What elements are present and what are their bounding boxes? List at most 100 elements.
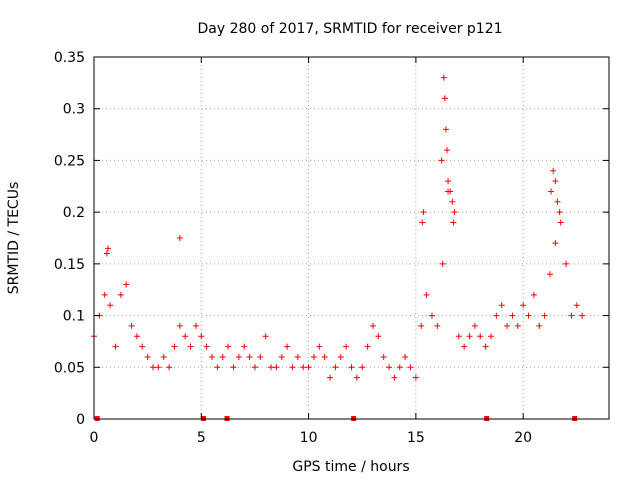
- data-point: [171, 343, 178, 350]
- data-point: [471, 322, 478, 329]
- data-point: [321, 353, 328, 360]
- data-point: [439, 260, 446, 267]
- data-point: [176, 235, 183, 241]
- data-point: [235, 353, 242, 360]
- data-point: [246, 353, 253, 360]
- data-point: [316, 343, 323, 350]
- data-point: [541, 312, 548, 319]
- data-point: [128, 322, 135, 329]
- data-point: [160, 353, 167, 360]
- data-point: [447, 188, 454, 195]
- data-point: [428, 312, 435, 319]
- data-point: [300, 364, 307, 371]
- data-point: [139, 343, 146, 350]
- chart-title: Day 280 of 2017, SRMTID for receiver p12…: [197, 21, 502, 37]
- data-point: [203, 343, 210, 350]
- data-point: [343, 343, 350, 350]
- data-point: [445, 178, 452, 185]
- data-point: [273, 364, 280, 371]
- data-point: [104, 245, 111, 252]
- data-point: [568, 312, 575, 319]
- data-point: [455, 333, 462, 340]
- data-point: [418, 322, 425, 329]
- data-point: [419, 219, 426, 226]
- data-point: [443, 147, 450, 154]
- data-point: [442, 126, 449, 133]
- data-point: [396, 364, 403, 371]
- data-point: [548, 188, 555, 195]
- data-point: [420, 209, 427, 216]
- data-point: [230, 364, 237, 371]
- axis-ticks: 0 0.05 0.1 0.15 0.2 0.25 0.3 0.35 0 5 10 15 20: [54, 50, 609, 446]
- data-point: [536, 322, 543, 329]
- data-point: [498, 302, 505, 309]
- data-point: [176, 322, 183, 329]
- data-point: [438, 157, 445, 164]
- data-point: [305, 364, 312, 371]
- data-point: [241, 343, 248, 350]
- data-point: [530, 291, 537, 298]
- data-point: [509, 312, 516, 319]
- data-point: [144, 353, 151, 360]
- data-point: [402, 353, 409, 360]
- data-point: [155, 364, 162, 371]
- data-point: [332, 364, 339, 371]
- data-point: [107, 302, 114, 309]
- data-point: [461, 343, 468, 350]
- y-tick-label: 0.25: [54, 153, 85, 169]
- data-point: [359, 364, 366, 371]
- data-point: [101, 291, 108, 298]
- data-point: [451, 209, 458, 216]
- data-point: [123, 281, 130, 288]
- data-point: [192, 322, 199, 329]
- y-tick-label: 0.1: [63, 309, 85, 325]
- data-point: [504, 322, 511, 329]
- data-point: [573, 302, 580, 309]
- data-point: [554, 198, 561, 205]
- data-point: [525, 312, 532, 319]
- data-point: [449, 198, 456, 205]
- data-point: [219, 353, 226, 360]
- data-point: [182, 333, 189, 340]
- data-point: [380, 353, 387, 360]
- data-point: [327, 374, 334, 381]
- data-point: [493, 312, 500, 319]
- data-point: [441, 95, 448, 102]
- x-axis-label: GPS time / hours: [292, 459, 409, 475]
- data-point: [268, 364, 275, 371]
- data-point: [225, 343, 232, 350]
- data-point: [112, 343, 119, 350]
- data-point: [440, 74, 447, 81]
- data-point: [166, 364, 173, 371]
- data-point: [348, 364, 355, 371]
- data-point: [477, 333, 484, 340]
- data-point: [552, 178, 559, 185]
- data-point: [450, 219, 457, 226]
- y-tick-label: 0.15: [54, 257, 85, 273]
- data-point: [364, 343, 371, 350]
- data-point: [391, 374, 398, 381]
- data-point: [262, 333, 269, 340]
- data-point: [284, 343, 291, 350]
- data-point: [563, 260, 570, 267]
- x-tick-label: 5: [197, 430, 206, 446]
- data-point: [257, 353, 264, 360]
- data-point: [117, 291, 124, 298]
- data-point: [289, 364, 296, 371]
- x-tick-label: 15: [407, 430, 425, 446]
- y-tick-label: 0.3: [63, 102, 85, 118]
- data-point: [278, 353, 285, 360]
- data-point: [487, 333, 494, 340]
- x-tick-label: 10: [300, 430, 318, 446]
- plot-frame: [93, 56, 610, 420]
- data-point: [133, 333, 140, 340]
- data-point: [198, 333, 205, 340]
- data-point: [187, 343, 194, 350]
- data-point: [214, 364, 221, 371]
- x-tick-label: 0: [90, 430, 99, 446]
- x-tick-label: 20: [514, 430, 532, 446]
- data-point: [375, 333, 382, 340]
- data-point: [466, 333, 473, 340]
- data-point: [552, 240, 559, 247]
